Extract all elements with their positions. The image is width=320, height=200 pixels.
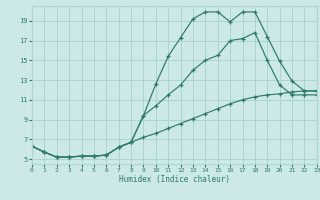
- X-axis label: Humidex (Indice chaleur): Humidex (Indice chaleur): [119, 175, 230, 184]
